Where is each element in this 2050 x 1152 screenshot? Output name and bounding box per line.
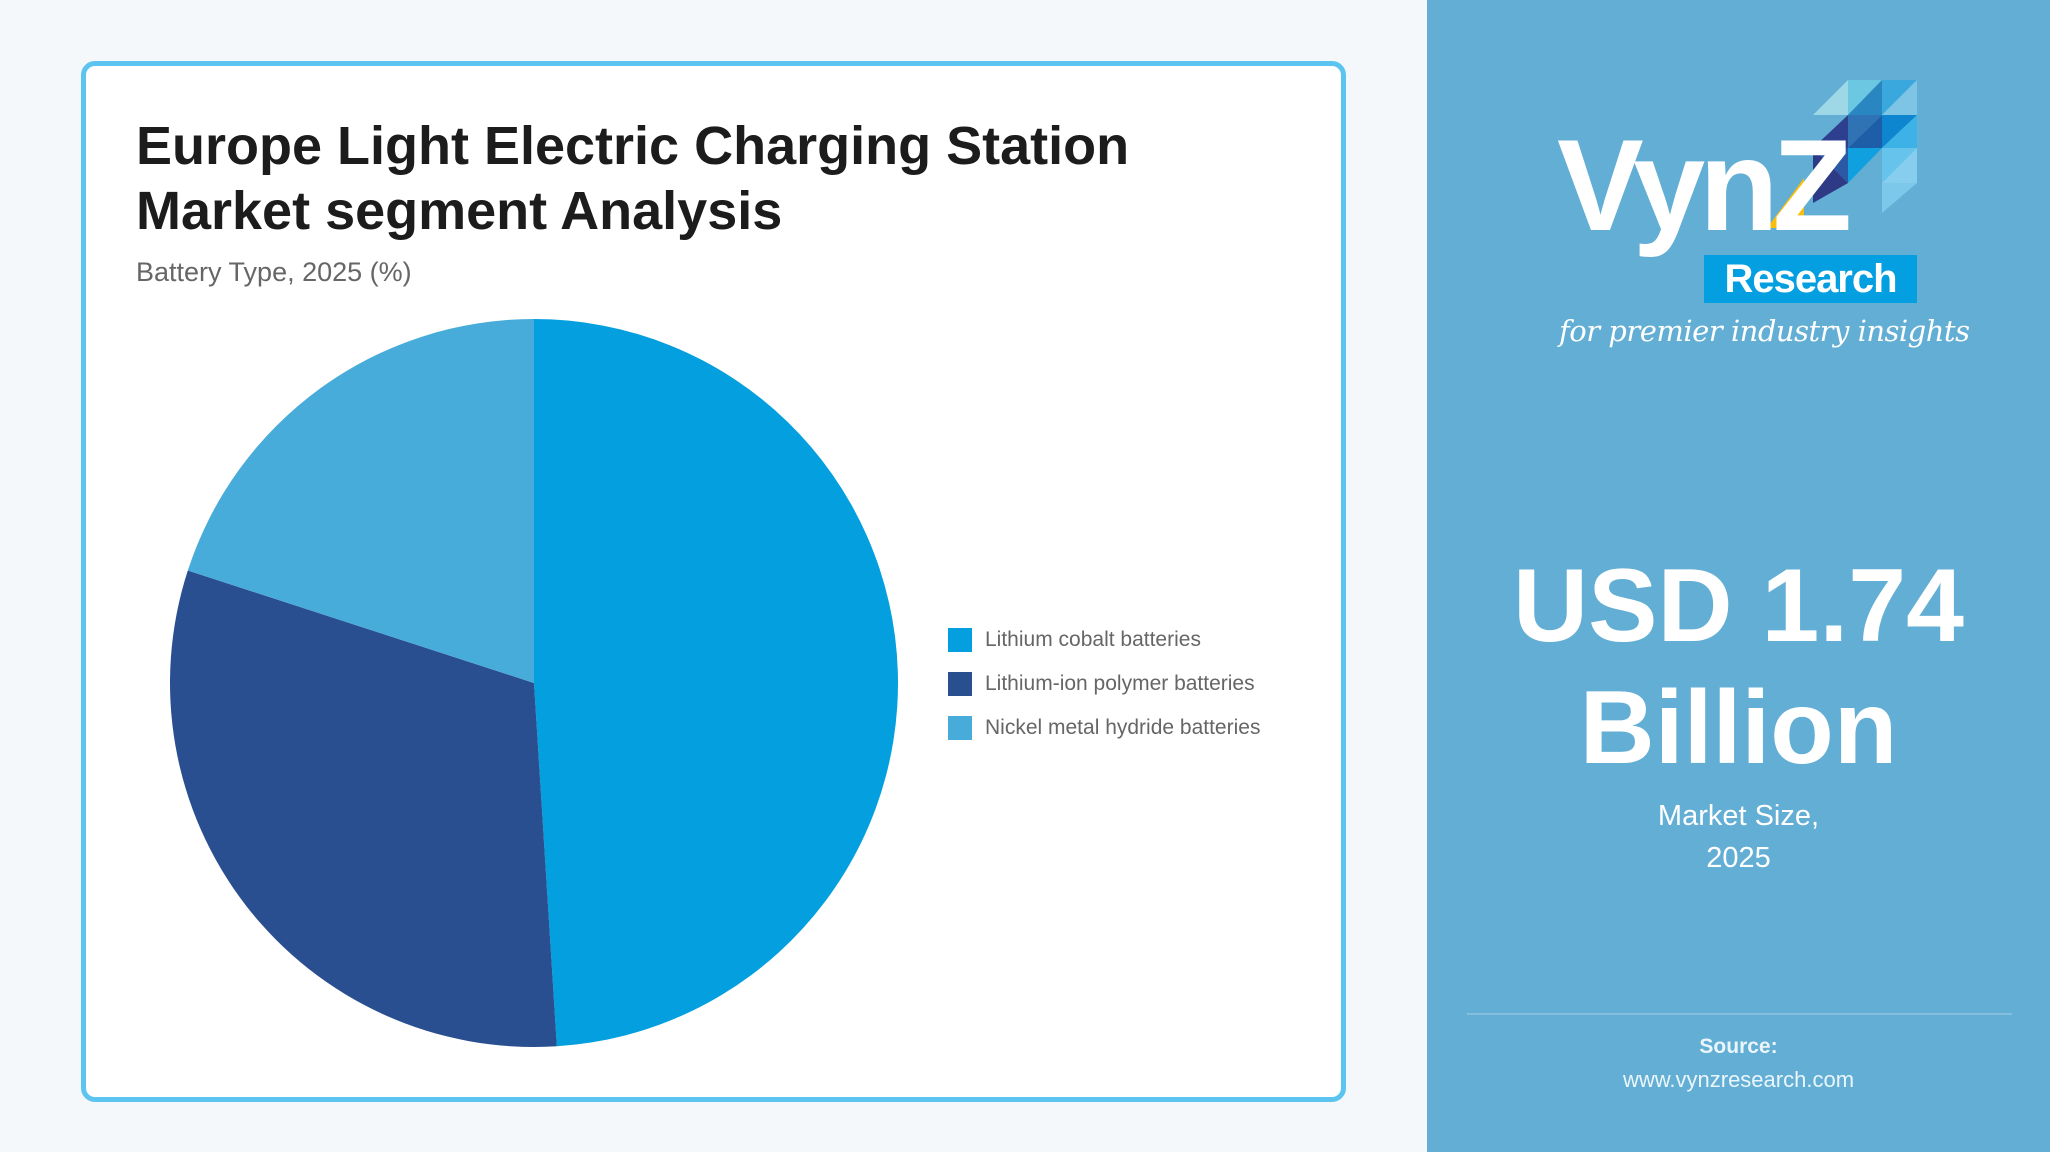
logo-triangle-mosaic-icon bbox=[1767, 80, 1917, 228]
chart-title: Europe Light Electric Charging Station M… bbox=[136, 114, 1286, 244]
pie-slice-lithium-cobalt bbox=[534, 319, 898, 1047]
logo-research-badge: Research bbox=[1704, 255, 1917, 303]
pie-slice-nickel-metal-hydride bbox=[187, 319, 534, 683]
chart-title-line1: Europe Light Electric Charging Station bbox=[136, 116, 1130, 176]
legend-swatch-icon bbox=[948, 716, 972, 740]
chart-legend: Lithium cobalt batteries Lithium-ion pol… bbox=[948, 628, 1260, 760]
market-label-text: Market Size, bbox=[1657, 800, 1820, 832]
logo-brand-text: VynZ bbox=[1557, 112, 1852, 258]
vynz-research-logo: VynZ Research for premier industry insig… bbox=[1557, 78, 1970, 358]
market-value-unit: Billion bbox=[1579, 670, 1898, 786]
legend-label: Nickel metal hydride batteries bbox=[985, 716, 1261, 739]
sidebar-divider bbox=[1467, 1013, 2012, 1015]
chart-subtitle: Battery Type, 2025 (%) bbox=[136, 257, 412, 287]
source-label: Source: bbox=[1699, 1035, 1778, 1058]
legend-item-lithium-ion-polymer: Lithium-ion polymer batteries bbox=[948, 672, 1260, 696]
pie-chart bbox=[169, 319, 898, 1047]
logo-tagline: for premier industry insights bbox=[1559, 314, 1970, 348]
source-url: www.vynzresearch.com bbox=[1622, 1067, 1855, 1092]
summary-sidebar: VynZ Research for premier industry insig… bbox=[1427, 0, 2050, 1152]
chart-title-line2: Market segment Analysis bbox=[136, 181, 783, 241]
market-size-value: USD 1.74 Billion bbox=[1427, 545, 2050, 789]
market-value-amount: USD 1.74 bbox=[1513, 548, 1964, 664]
legend-swatch-icon bbox=[948, 628, 972, 652]
legend-item-nickel-metal-hydride: Nickel metal hydride batteries bbox=[948, 716, 1260, 740]
pie-slice-lithium-ion-polymer bbox=[169, 570, 557, 1047]
legend-label: Lithium-ion polymer batteries bbox=[985, 672, 1255, 695]
market-label-year: 2025 bbox=[1706, 842, 1771, 874]
legend-label: Lithium cobalt batteries bbox=[985, 628, 1201, 651]
legend-item-lithium-cobalt: Lithium cobalt batteries bbox=[948, 628, 1260, 652]
legend-swatch-icon bbox=[948, 672, 972, 696]
market-size-label: Market Size, 2025 bbox=[1427, 795, 2050, 879]
